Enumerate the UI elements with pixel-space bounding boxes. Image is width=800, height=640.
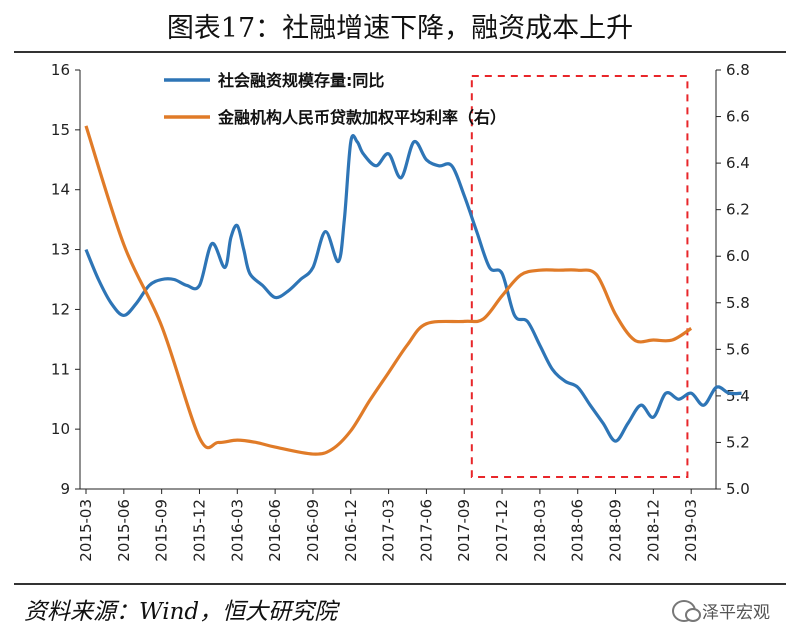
left-tick-label: 10 [51,420,70,438]
x-tick-label: 2015-09 [153,499,171,562]
brand-watermark: 泽平宏观 [672,598,770,623]
x-tick-label: 2015-03 [77,499,95,562]
right-tick-label: 6.8 [726,61,750,79]
right-tick-label: 5.0 [726,480,750,498]
x-tick-label: 2017-03 [380,499,398,562]
right-tick-label: 6.6 [726,108,750,126]
x-tick-label: 2015-12 [190,499,208,562]
x-tick-label: 2016-06 [266,499,284,562]
x-tick-label: 2017-12 [493,499,511,562]
left-tick-label: 9 [60,480,70,498]
x-tick-label: 2016-03 [228,499,246,562]
right-tick-label: 6.4 [726,154,750,172]
chart-title: 图表17：社融增速下降，融资成本上升 [166,13,634,44]
x-tick-label: 2018-12 [644,499,662,562]
brand-label: 泽平宏观 [702,603,770,623]
highlight-dashed-box [470,74,689,479]
left-tick-label: 14 [51,181,70,199]
x-tick-label: 2018-03 [531,499,549,562]
bottom-divider [14,583,786,585]
right-tick-label: 5.4 [726,387,750,405]
x-tick-label: 2017-06 [417,499,435,562]
legend-label-social-financing: 社会融资规模存量:同比 [217,71,384,90]
x-tick-label: 2018-09 [607,499,625,562]
legend-label-loan-rate: 金融机构人民币贷款加权平均利率（右） [217,108,506,127]
left-tick-label: 11 [51,360,70,378]
right-tick-label: 5.2 [726,433,750,451]
left-tick-label: 15 [51,121,70,139]
x-tick-label: 2016-09 [304,499,322,562]
series-line-loan-rate [84,125,693,456]
top-divider [14,51,786,53]
left-tick-label: 12 [51,300,70,318]
right-tick-label: 6.0 [726,247,750,265]
x-tick-label: 2015-06 [115,499,133,562]
right-tick-label: 5.6 [726,340,750,358]
x-tick-label: 2016-12 [342,499,360,562]
x-tick-label: 2017-09 [455,499,473,562]
source-note: 资料来源：Wind，恒大研究院 [24,599,338,625]
x-tick-label: 2018-06 [569,499,587,562]
left-tick-label: 13 [51,241,70,259]
x-tick-label: 2019-03 [682,499,700,562]
right-tick-label: 5.8 [726,294,750,312]
series-line-social-financing [84,134,742,443]
left-tick-label: 16 [51,61,70,79]
chat-bubble-icon [672,599,701,622]
right-tick-label: 6.2 [726,201,750,219]
